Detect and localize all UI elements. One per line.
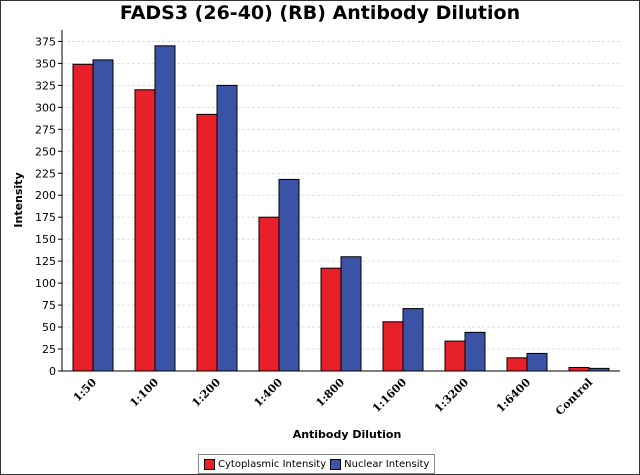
legend-swatch-nuclear — [330, 458, 342, 470]
bar-cytoplasmic — [568, 366, 590, 372]
y-tick-label: 100 — [35, 277, 56, 290]
y-tick-label: 175 — [35, 211, 56, 224]
y-tick-label: 375 — [35, 35, 56, 48]
legend-label-cytoplasmic: Cytoplasmic Intensity — [218, 458, 327, 470]
bar-cytoplasmic — [444, 340, 466, 372]
y-tick-label: 50 — [42, 321, 56, 334]
y-axis-label: Intensity — [12, 172, 25, 227]
y-tick-label: 250 — [35, 145, 56, 158]
bar-cytoplasmic — [382, 321, 404, 372]
x-tick-label: 1:1600 — [370, 376, 409, 415]
bar-nuclear — [526, 352, 548, 372]
legend-label-nuclear: Nuclear Intensity — [344, 458, 430, 470]
legend: Cytoplasmic Intensity Nuclear Intensity — [198, 454, 436, 474]
y-tick-label: 125 — [35, 255, 56, 268]
x-tick-label: 1:800 — [313, 376, 347, 410]
x-tick-label: 1:3200 — [432, 376, 471, 415]
y-tick-label: 150 — [35, 233, 56, 246]
bar-nuclear — [278, 178, 300, 372]
x-tick-label: 1:200 — [189, 376, 223, 410]
bar-nuclear — [154, 45, 176, 372]
bar-cytoplasmic — [258, 216, 280, 372]
x-tick-label: Control — [553, 376, 595, 418]
bar-cytoplasmic — [506, 357, 528, 372]
legend-swatch-cytoplasmic — [204, 458, 215, 470]
bar-nuclear — [464, 331, 486, 372]
y-tick-label: 225 — [35, 167, 56, 180]
bar-nuclear — [402, 308, 424, 372]
y-tick-label: 25 — [42, 343, 56, 356]
x-axis-label: Antibody Dilution — [293, 428, 402, 441]
bar-nuclear — [340, 256, 362, 372]
x-tick-label: 1:400 — [251, 376, 285, 410]
y-tick-label: 300 — [35, 101, 56, 114]
bar-nuclear — [216, 84, 238, 372]
y-tick-label: 200 — [35, 189, 56, 202]
bar-nuclear — [92, 59, 114, 372]
chart-title: FADS3 (26-40) (RB) Antibody Dilution — [119, 2, 521, 24]
legend-item-cytoplasmic: Cytoplasmic Intensity — [204, 458, 327, 470]
y-tick-label: 350 — [35, 57, 56, 70]
bar-cytoplasmic — [320, 267, 342, 372]
x-tick-label: 1:6400 — [494, 376, 533, 415]
bar-cytoplasmic — [196, 113, 218, 372]
y-tick-label: 275 — [35, 123, 56, 136]
bar-cytoplasmic — [72, 63, 94, 372]
y-tick-label: 0 — [49, 365, 56, 378]
bars — [72, 45, 610, 372]
y-tick-label: 75 — [42, 299, 56, 312]
x-tick-label: 1:100 — [127, 376, 161, 410]
x-tick-label: 1:50 — [71, 376, 100, 405]
y-tick-label: 325 — [35, 79, 56, 92]
bar-cytoplasmic — [134, 89, 156, 372]
legend-item-nuclear: Nuclear Intensity — [330, 458, 430, 470]
